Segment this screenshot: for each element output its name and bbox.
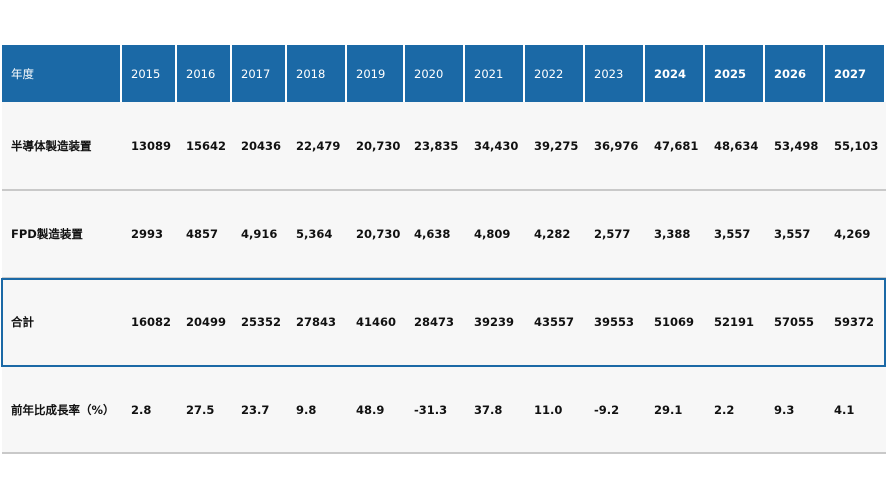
cell-value: -31.3 xyxy=(414,402,448,417)
cell-value: 39239 xyxy=(474,315,515,329)
cell-value: 20,730 xyxy=(356,139,401,153)
cell-value: 2.2 xyxy=(714,402,735,417)
cell-value: 43557 xyxy=(534,315,575,329)
cell-value: 47,681 xyxy=(654,139,699,153)
header-year: 2026 xyxy=(765,45,823,102)
cell-value: 55,103 xyxy=(834,139,879,153)
cell-value: 41460 xyxy=(356,315,397,329)
cell-value: 22,479 xyxy=(296,139,341,153)
cell-value: 9.8 xyxy=(296,402,317,417)
header-year: 2025 xyxy=(705,45,763,102)
cell-value: 28473 xyxy=(414,315,455,329)
row-label: FPD製造装置 xyxy=(11,227,83,241)
cell-value: 27843 xyxy=(296,315,337,329)
row-divider xyxy=(2,452,886,454)
row-label: 合計 xyxy=(11,315,34,329)
cell-value: 3,557 xyxy=(774,227,811,241)
header-year: 2022 xyxy=(525,45,583,102)
cell-value: -9.2 xyxy=(594,402,620,417)
header-year: 2021 xyxy=(465,45,523,102)
cell-value: 48.9 xyxy=(356,402,385,417)
cell-value: 2,577 xyxy=(594,227,631,241)
cell-value: 23.7 xyxy=(241,402,270,417)
cell-value: 4,638 xyxy=(414,227,451,241)
header-year: 2027 xyxy=(825,45,884,102)
cell-value: 4857 xyxy=(186,227,219,241)
cell-value: 4,809 xyxy=(474,227,511,241)
cell-value: 20436 xyxy=(241,139,282,153)
cell-value: 15642 xyxy=(186,139,227,153)
cell-value: 36,976 xyxy=(594,139,639,153)
row-divider xyxy=(2,189,886,191)
cell-value: 34,430 xyxy=(474,139,519,153)
cell-value: 51069 xyxy=(654,315,695,329)
cell-value: 13089 xyxy=(131,139,172,153)
cell-value: 39,275 xyxy=(534,139,579,153)
cell-value: 5,364 xyxy=(296,227,333,241)
cell-value: 9.3 xyxy=(774,402,795,417)
header-year: 2018 xyxy=(287,45,345,102)
row-label: 半導体製造装置 xyxy=(11,139,92,153)
cell-value: 4,916 xyxy=(241,227,278,241)
cell-value: 20,730 xyxy=(356,227,401,241)
cell-value: 29.1 xyxy=(654,402,683,417)
cell-value: 52191 xyxy=(714,315,755,329)
cell-value: 59372 xyxy=(834,315,875,329)
header-year: 2024 xyxy=(645,45,703,102)
cell-value: 3,388 xyxy=(654,227,691,241)
cell-value: 39553 xyxy=(594,315,635,329)
cell-value: 2.8 xyxy=(131,402,152,417)
cell-value: 4,269 xyxy=(834,227,871,241)
cell-value: 53,498 xyxy=(774,139,819,153)
cell-value: 2993 xyxy=(131,227,164,241)
header-year: 2019 xyxy=(347,45,403,102)
header-year: 2020 xyxy=(405,45,463,102)
header-label: 年度 xyxy=(2,45,120,102)
cell-value: 4,282 xyxy=(534,227,571,241)
cell-value: 23,835 xyxy=(414,139,459,153)
header-year: 2023 xyxy=(585,45,643,102)
cell-value: 25352 xyxy=(241,315,282,329)
cell-value: 37.8 xyxy=(474,402,503,417)
cell-value: 20499 xyxy=(186,315,227,329)
cell-value: 57055 xyxy=(774,315,815,329)
cell-value: 3,557 xyxy=(714,227,751,241)
cell-value: 16082 xyxy=(131,315,172,329)
cell-value: 4.1 xyxy=(834,402,855,417)
cell-value: 27.5 xyxy=(186,402,215,417)
header-year: 2016 xyxy=(177,45,230,102)
header-year: 2015 xyxy=(122,45,175,102)
cell-value: 48,634 xyxy=(714,139,759,153)
cell-value: 11.0 xyxy=(534,402,563,417)
row-label: 前年比成長率（%） xyxy=(11,402,115,417)
header-year: 2017 xyxy=(232,45,285,102)
